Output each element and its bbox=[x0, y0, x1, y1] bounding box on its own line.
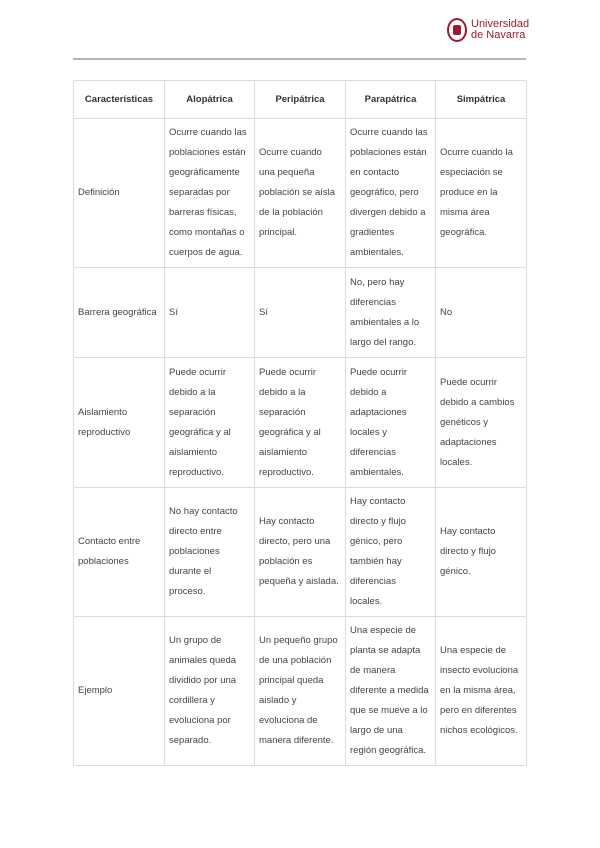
table-cell: Puede ocurrir debido a adaptaciones loca… bbox=[345, 357, 436, 488]
table-cell: Ocurre cuando la especiación se produce … bbox=[435, 118, 527, 268]
table-cell: Puede ocurrir debido a cambios genéticos… bbox=[435, 357, 527, 488]
column-header: Peripátrica bbox=[254, 80, 346, 119]
row-label: Definición bbox=[73, 118, 165, 268]
row-label: Contacto entre poblaciones bbox=[73, 487, 165, 617]
column-header: Alopátrica bbox=[164, 80, 255, 119]
table-row: Contacto entre poblaciones No hay contact… bbox=[73, 487, 527, 617]
table-cell: No hay contacto directo entre poblacione… bbox=[164, 487, 255, 617]
table-cell: Hay contacto directo, pero una población… bbox=[254, 487, 346, 617]
table-row: Barrera geográfica Sí Sí No, pero hay difer… bbox=[73, 267, 527, 358]
table-cell: Una especie de planta se adapta de maner… bbox=[345, 616, 436, 766]
table-cell: No bbox=[435, 267, 527, 358]
row-label: Ejemplo bbox=[73, 616, 165, 766]
table-cell: Un pequeño grupo de una población princi… bbox=[254, 616, 346, 766]
speciation-table: Características Alopátrica Peripátrica Para… bbox=[73, 80, 527, 766]
table-row: Ejemplo Un grupo de animales queda dividi… bbox=[73, 616, 527, 766]
university-logo: Universidad de Navarra bbox=[447, 18, 529, 42]
row-label: Barrera geográfica bbox=[73, 267, 165, 358]
row-label: Aislamiento reproductivo bbox=[73, 357, 165, 488]
seal-icon bbox=[447, 18, 467, 42]
table-cell: Sí bbox=[164, 267, 255, 358]
table-cell: Ocurre cuando las poblaciones están en c… bbox=[345, 118, 436, 268]
table-row: Definición Ocurre cuando las poblaciones … bbox=[73, 118, 527, 268]
table-cell: No, pero hay diferencias ambientales a l… bbox=[345, 267, 436, 358]
column-header: Simpátrica bbox=[435, 80, 527, 119]
table-cell: Puede ocurrir debido a la separación geo… bbox=[164, 357, 255, 488]
table-cell: Una especie de insecto evoluciona en la … bbox=[435, 616, 527, 766]
table-cell: Ocurre cuando una pequeña población se a… bbox=[254, 118, 346, 268]
table-cell: Hay contacto directo y flujo génico. bbox=[435, 487, 527, 617]
table-row: Aislamiento reproductivo Puede ocurrir de… bbox=[73, 357, 527, 488]
column-header: Características bbox=[73, 80, 165, 119]
table-cell: Sí bbox=[254, 267, 346, 358]
table-cell: Puede ocurrir debido a la separación geo… bbox=[254, 357, 346, 488]
column-header: Parapátrica bbox=[345, 80, 436, 119]
logo-text: Universidad de Navarra bbox=[471, 18, 530, 41]
header-divider bbox=[73, 58, 526, 60]
table-cell: Ocurre cuando las poblaciones están geog… bbox=[164, 118, 255, 268]
header-row: Características Alopátrica Peripátrica Para… bbox=[73, 80, 527, 119]
table-cell: Un grupo de animales queda dividido por … bbox=[164, 616, 255, 766]
table-cell: Hay contacto directo y flujo génico, per… bbox=[345, 487, 436, 617]
